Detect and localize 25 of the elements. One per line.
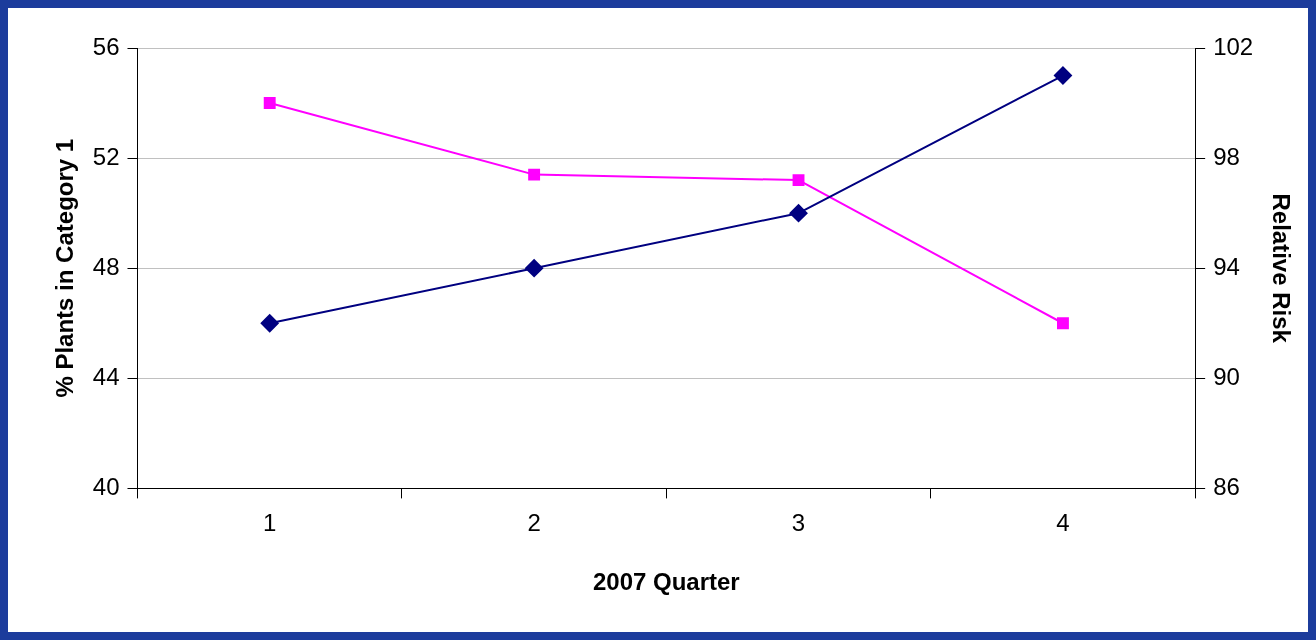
point xyxy=(789,204,808,223)
point xyxy=(528,168,541,181)
x-tick-label: 3 xyxy=(791,509,806,537)
y-tick-label: 48 xyxy=(92,252,120,280)
x-tick-label: 4 xyxy=(1056,509,1070,537)
point xyxy=(792,174,805,187)
point xyxy=(263,97,276,109)
y2-tick-label: 94 xyxy=(1213,252,1240,280)
x-tick-label: 2 xyxy=(527,509,541,537)
point xyxy=(1057,317,1069,330)
point xyxy=(525,259,544,278)
point xyxy=(260,314,279,333)
y2-tick-label: 102 xyxy=(1213,32,1254,60)
y2-tick-label: 90 xyxy=(1213,362,1240,390)
y-axis-title: % Plants in Category 1 xyxy=(51,138,79,398)
y-tick-label: 56 xyxy=(92,32,120,60)
y-tick-label: 40 xyxy=(92,473,120,501)
y-tick-label: 44 xyxy=(92,362,120,390)
x-axis-title: 2007 Quarter xyxy=(592,568,740,596)
y-tick-label: 52 xyxy=(92,142,120,170)
x-tick-label: 1 xyxy=(263,509,277,537)
point xyxy=(1053,66,1072,85)
y2-tick-label: 98 xyxy=(1213,142,1240,170)
y2-tick-label: 86 xyxy=(1213,473,1240,501)
y2-axis-title: Relative Risk xyxy=(1267,193,1295,344)
